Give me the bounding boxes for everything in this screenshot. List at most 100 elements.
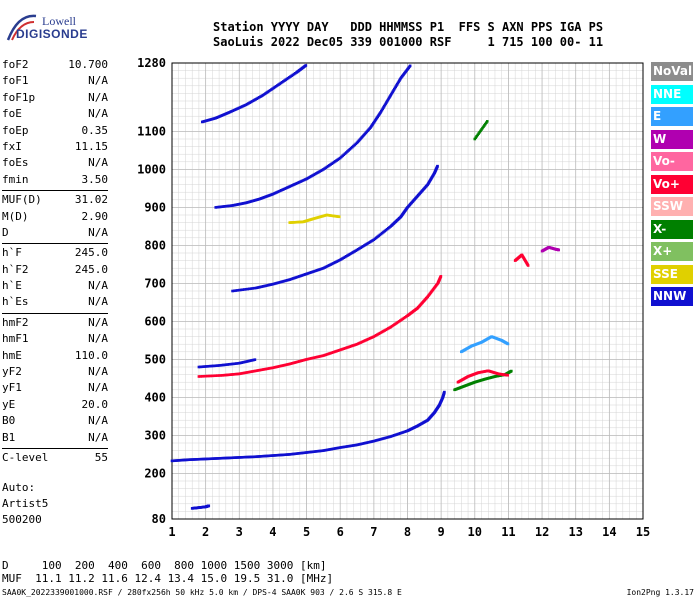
echo-point <box>249 287 253 290</box>
echo-point <box>477 132 480 135</box>
parameter-list: foF2 10.700 foF1 N/A foF1p N/A foE N/A foEp 0.35 f… <box>2 57 108 466</box>
echo-point <box>478 130 481 134</box>
echo-point <box>222 363 225 367</box>
logo-line2: DIGISONDE <box>16 27 88 41</box>
legend-item-noval: NoVal <box>651 62 693 81</box>
trace-5 <box>197 358 257 369</box>
echo-point <box>248 287 251 291</box>
param-value: 0.35 <box>81 123 109 137</box>
echo-point <box>212 364 215 368</box>
echo-point <box>200 375 204 378</box>
param-name: foF2 <box>2 58 29 71</box>
param-row: hmF1 N/A <box>2 331 108 347</box>
echo-point <box>480 128 483 131</box>
param-name: B1 <box>2 430 16 444</box>
x-tick-label: 1 <box>168 525 175 539</box>
param-name: h`F2 <box>2 262 29 276</box>
x-tick-label: 8 <box>404 525 411 539</box>
x-tick-label: 11 <box>501 525 515 539</box>
echo-point <box>206 374 209 378</box>
header-row1: Station YYYY DAY DDD HHMMSS P1 FFS S AXN… <box>213 20 604 34</box>
echo-point <box>479 129 482 133</box>
echo-point <box>253 286 256 290</box>
polarization-legend: NoVal NNE E W Vo- Vo+ SSW X- X+ SSE NNW <box>651 62 693 310</box>
echo-point <box>482 125 485 129</box>
param-value: N/A <box>88 279 108 293</box>
param-value: N/A <box>88 225 108 239</box>
param-row: MUF(D) 31.02 <box>2 192 108 208</box>
param-row: B0 N/A <box>2 413 108 429</box>
echo-point <box>473 137 477 141</box>
param-row: fmin 3.50 <box>2 172 108 188</box>
y-tick-label: 300 <box>144 428 166 442</box>
echo-point <box>209 374 212 378</box>
echo-point <box>235 362 238 365</box>
echo-point <box>217 374 221 377</box>
echo-point <box>229 362 232 366</box>
digisonde-logo: Lowell DIGISONDE <box>2 8 122 48</box>
echo-point <box>227 363 231 366</box>
param-separator <box>2 447 108 449</box>
x-tick-label: 13 <box>568 525 582 539</box>
x-tick-label: 15 <box>636 525 650 539</box>
echo-point <box>212 374 216 378</box>
param-row: B1 N/A <box>2 430 108 446</box>
x-tick-label: 14 <box>602 525 616 539</box>
param-row: C-level 55 <box>2 450 108 466</box>
param-value: N/A <box>88 315 108 329</box>
param-row: h`E N/A <box>2 278 108 294</box>
echo-point <box>510 369 513 373</box>
echo-point <box>483 124 486 127</box>
param-value: N/A <box>88 381 108 395</box>
echo-point <box>202 374 206 378</box>
y-tick-label: 1100 <box>137 124 166 138</box>
legend-item-w: W <box>651 129 693 149</box>
param-separator <box>2 312 108 314</box>
echo-point <box>204 365 208 368</box>
param-value: 245.0 <box>74 246 108 260</box>
param-name: foF1 <box>2 74 29 88</box>
param-name: yE <box>2 397 16 411</box>
y-tick-label: 500 <box>144 352 166 366</box>
echo-point <box>232 362 235 366</box>
x-tick-label: 6 <box>337 525 344 539</box>
echo-point <box>211 374 214 378</box>
echo-point <box>236 289 239 292</box>
legend-item-vo-: Vo- <box>651 152 693 171</box>
trace-7 <box>456 369 510 384</box>
legend-item-x-: X+ <box>651 242 693 261</box>
param-value: N/A <box>88 430 108 444</box>
param-name: foE <box>2 107 22 121</box>
param-value: 20.0 <box>81 397 109 411</box>
y-tick-label: 80 <box>152 512 166 526</box>
param-row: foEp 0.35 <box>2 123 108 139</box>
x-tick-label: 10 <box>468 525 482 539</box>
echo-point <box>204 374 207 378</box>
param-row: foF1p N/A <box>2 90 108 106</box>
y-tick-label: 200 <box>144 466 166 480</box>
param-row: foF1 N/A <box>2 73 108 89</box>
echo-point <box>233 362 237 365</box>
param-name: foEs <box>2 156 29 170</box>
echo-point <box>199 375 202 378</box>
echo-point <box>216 364 219 367</box>
param-row: fxI 11.15 <box>2 139 108 155</box>
param-name: h`Es <box>2 295 29 309</box>
param-row: foEs N/A <box>2 155 108 171</box>
param-row: h`F 245.0 <box>2 245 108 261</box>
param-name: D <box>2 225 9 239</box>
param-row: yE 20.0 <box>2 397 108 413</box>
trace-0 <box>170 390 446 463</box>
echo-point <box>526 264 530 267</box>
param-value: N/A <box>88 365 108 379</box>
echo-point <box>223 363 227 367</box>
auto-algorithm: Artist5 <box>2 497 49 510</box>
trace-3 <box>214 64 412 209</box>
trace-10 <box>288 213 341 224</box>
param-name: h`E <box>2 279 22 293</box>
param-name: h`F <box>2 246 22 260</box>
param-name: foEp <box>2 123 29 137</box>
trace-8 <box>460 335 510 354</box>
param-name: C-level <box>2 450 49 464</box>
param-value: 11.15 <box>74 139 108 153</box>
